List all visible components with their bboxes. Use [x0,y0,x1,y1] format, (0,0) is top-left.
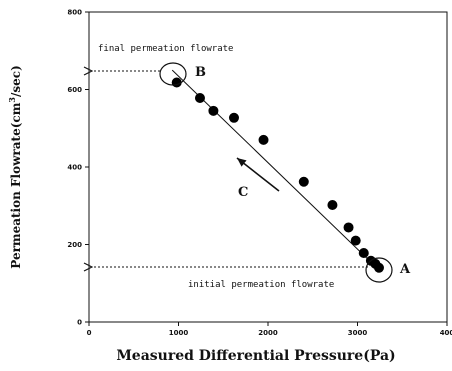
x-axis-ticks: 0 1000 2000 3000 400 [87,322,452,337]
data-point [228,112,239,123]
x-tick-label: 2000 [258,329,278,337]
y-axis-title-superscript: 3 [7,97,17,103]
data-points [171,77,384,273]
data-point [298,176,309,187]
circle-b [159,62,187,86]
initial-flowrate-label: initial permeation flowrate [188,280,334,290]
label-c: C [238,185,248,200]
x-tick-label: 1000 [169,329,189,337]
direction-arrow-c [236,157,280,192]
y-axis-ticks: 0 200 400 600 800 [67,9,89,327]
fit-line [171,69,382,272]
data-point [373,262,384,273]
y-axis-title-main: Permeation Flowrate(cm [9,102,23,268]
y-tick-label: 600 [67,86,82,94]
data-point [258,134,269,145]
data-point [194,93,205,104]
label-b: B [195,65,206,80]
y-tick-label: 400 [67,164,82,172]
y-tick-label: 800 [67,9,82,17]
data-point [208,105,219,116]
data-point [327,199,338,210]
y-tick-label: 0 [77,319,82,327]
y-axis-title: Permeation Flowrate(cm3/sec) [7,65,23,269]
final-flowrate-label: final permeation flowrate [98,44,233,54]
plot-frame [88,11,448,323]
label-a: A [399,262,411,277]
x-axis-title: Measured Differential Pressure(Pa) [116,348,395,364]
data-point [350,235,361,246]
x-tick-label: 400 [440,329,452,337]
data-point [358,248,369,259]
x-tick-label: 0 [87,329,92,337]
x-tick-label: 3000 [348,329,368,337]
y-axis-title-tail: /sec) [9,65,23,97]
data-point [343,222,354,233]
circle-a [365,257,393,283]
y-tick-label: 200 [67,241,82,249]
